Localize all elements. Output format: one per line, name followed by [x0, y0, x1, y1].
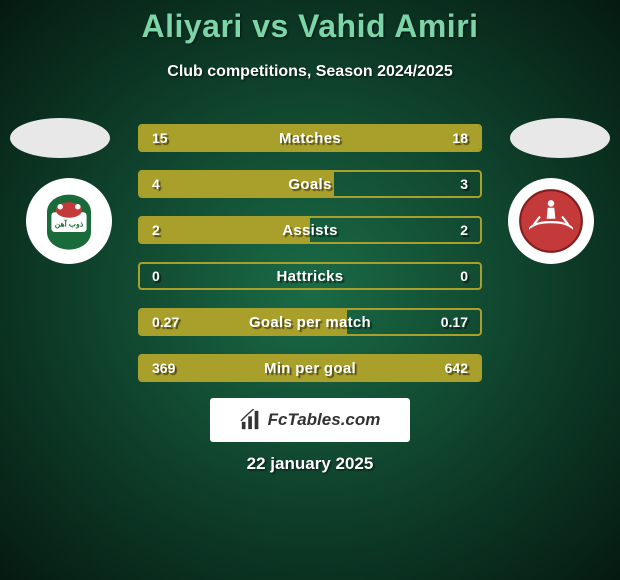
stat-label: Min per goal — [140, 356, 480, 380]
stat-row: 2Assists2 — [138, 216, 482, 244]
player-photo-left — [10, 118, 110, 158]
player-photo-right — [510, 118, 610, 158]
brand-pill: FcTables.com — [210, 398, 410, 442]
stat-value-right: 2 — [448, 218, 480, 242]
stat-value-right: 0 — [448, 264, 480, 288]
stat-value-right: 642 — [433, 356, 480, 380]
stat-value-right: 18 — [440, 126, 480, 150]
bar-chart-icon — [240, 409, 262, 431]
page-title: Aliyari vs Vahid Amiri — [0, 8, 620, 45]
brand-text: FcTables.com — [268, 410, 381, 430]
page-subtitle: Club competitions, Season 2024/2025 — [0, 63, 620, 81]
stat-row: 15Matches18 — [138, 124, 482, 152]
club-badge-right — [508, 178, 594, 264]
stat-row: 369Min per goal642 — [138, 354, 482, 382]
stat-label: Assists — [140, 218, 480, 242]
stats-table: 15Matches18 4Goals3 2Assists2 0Hattricks0 0.… — [138, 124, 482, 400]
club-badge-left: ذوب آهن — [26, 178, 112, 264]
zob-ahan-crest-icon: ذوب آهن — [36, 188, 102, 254]
date-label: 22 january 2025 — [0, 454, 620, 474]
stat-label: Hattricks — [140, 264, 480, 288]
stat-label: Matches — [140, 126, 480, 150]
stat-row: 0Hattricks0 — [138, 262, 482, 290]
stat-value-right: 0.17 — [429, 310, 480, 334]
stat-row: 0.27Goals per match0.17 — [138, 308, 482, 336]
content: Aliyari vs Vahid Amiri Club competitions… — [0, 0, 620, 580]
svg-text:ذوب آهن: ذوب آهن — [55, 218, 84, 230]
stat-label: Goals — [140, 172, 480, 196]
persepolis-crest-icon — [518, 188, 584, 254]
stat-row: 4Goals3 — [138, 170, 482, 198]
stat-value-right: 3 — [448, 172, 480, 196]
